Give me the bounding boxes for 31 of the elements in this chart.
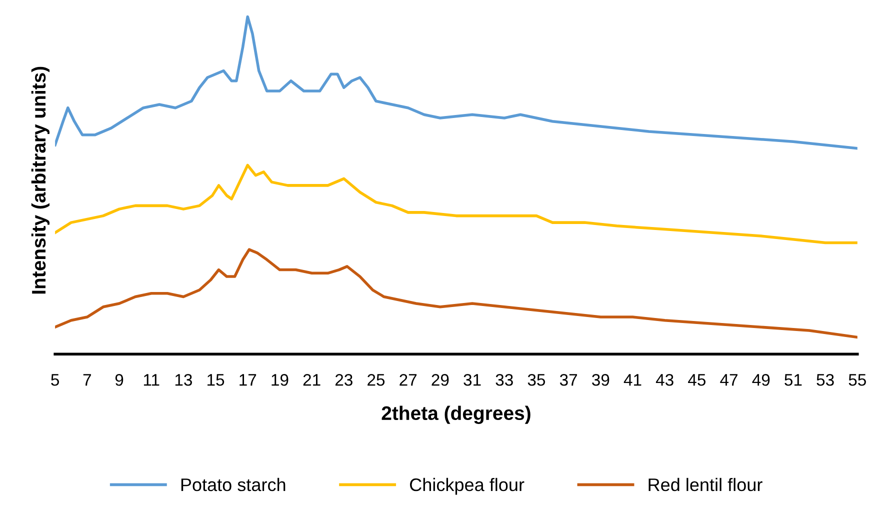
x-tick-label: 21 — [303, 374, 320, 386]
x-tick-label: 45 — [688, 374, 706, 386]
x-tick-label: 41 — [624, 374, 642, 386]
x-tick-label: 5 — [51, 374, 59, 386]
x-tick-label: 47 — [720, 374, 738, 386]
legend-label: Red lentil flour — [648, 478, 762, 492]
legend-label: Potato starch — [181, 478, 286, 492]
x-tick-label: 37 — [560, 374, 577, 386]
x-tick-label: 13 — [175, 374, 192, 386]
x-tick-label: 55 — [848, 374, 866, 386]
x-tick-label: 11 — [144, 374, 160, 386]
x-tick-label: 19 — [272, 374, 288, 386]
x-tick-label: 53 — [816, 374, 834, 386]
x-tick-label: 9 — [115, 374, 124, 386]
x-tick-label: 31 — [464, 374, 481, 386]
x-tick-label: 17 — [240, 374, 256, 386]
x-tick-label: 27 — [400, 374, 417, 386]
x-tick-label: 49 — [752, 374, 770, 386]
x-tick-label: 39 — [592, 374, 610, 386]
legend-label: Chickpea flour — [410, 478, 524, 495]
x-tick-label: 35 — [528, 374, 546, 386]
x-tick-label: 51 — [784, 374, 802, 386]
x-tick-label: 23 — [335, 374, 352, 386]
x-tick-label: 15 — [208, 374, 224, 386]
x-tick-label: 7 — [83, 374, 91, 386]
x-tick-label: 43 — [656, 374, 674, 386]
x-axis-title: 2theta (degrees) — [382, 406, 530, 424]
y-axis-title: Intensity (arbitrary units) — [31, 66, 50, 294]
x-tick-label: 33 — [496, 374, 513, 386]
x-tick-label: 25 — [368, 374, 385, 386]
x-tick-label: 29 — [432, 374, 449, 386]
